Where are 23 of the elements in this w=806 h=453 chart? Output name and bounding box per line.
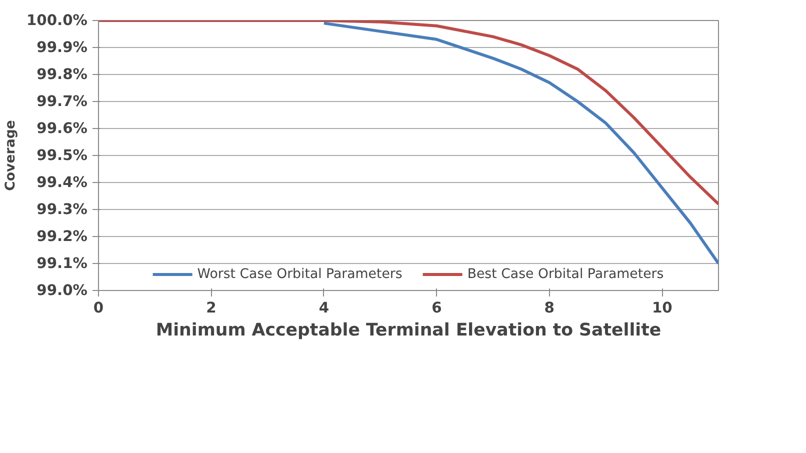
y-axis-title: Coverage xyxy=(3,120,18,191)
y-tick-label: 99.2% xyxy=(36,228,88,245)
x-tick-label: 6 xyxy=(432,300,442,316)
y-tick-label: 100.0% xyxy=(26,12,88,29)
y-tick-label: 99.1% xyxy=(36,255,88,272)
legend-label: Worst Case Orbital Parameters xyxy=(197,266,402,282)
line-series xyxy=(322,22,718,265)
y-tick-label: 99.6% xyxy=(36,120,88,137)
x-tick-label: 0 xyxy=(93,300,104,316)
y-tick-label: 99.5% xyxy=(36,147,88,164)
legend-label: Best Case Orbital Parameters xyxy=(467,266,664,282)
x-axis-title: Minimum Acceptable Terminal Elevation to Satellite xyxy=(156,320,662,340)
y-tick-label: 99.0% xyxy=(36,282,88,299)
x-tick-label: 10 xyxy=(652,300,672,316)
y-tick-label: 99.9% xyxy=(36,39,88,56)
y-tick-label: 99.7% xyxy=(36,93,88,110)
y-tick-label: 99.8% xyxy=(36,66,88,83)
x-tick-label: 2 xyxy=(206,300,216,316)
line-series xyxy=(98,20,718,206)
x-tick-label: 4 xyxy=(318,300,330,316)
y-tick-label: 99.3% xyxy=(36,201,88,218)
y-tick-label: 99.4% xyxy=(36,174,88,191)
x-tick-label: 8 xyxy=(544,300,555,316)
